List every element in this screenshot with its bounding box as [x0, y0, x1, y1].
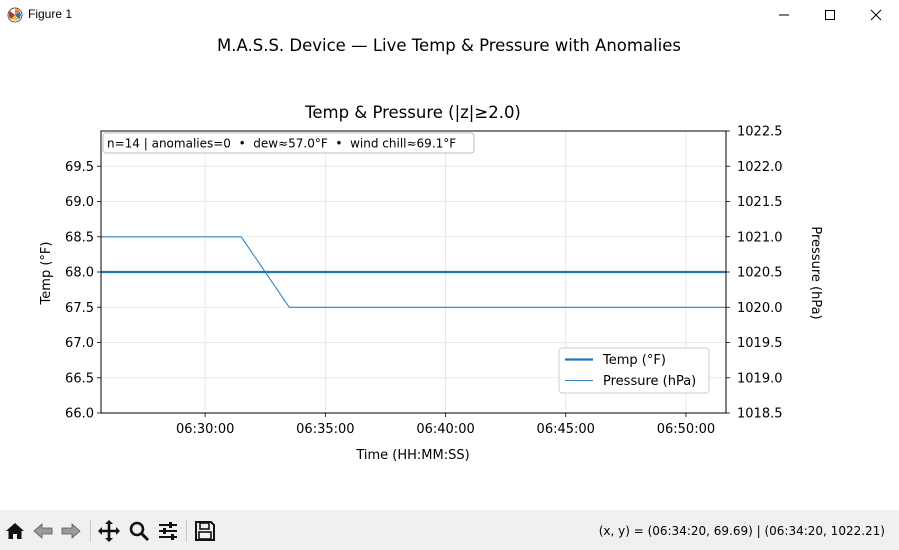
- save-disk-icon: [195, 521, 215, 541]
- legend-label-pressure: Pressure (hPa): [603, 374, 696, 389]
- y-right-tick-label: 1021.5: [737, 195, 783, 210]
- y-right-tick-label: 1022.0: [737, 160, 783, 175]
- zoom-button[interactable]: [126, 518, 152, 544]
- y-right-tick-label: 1022.5: [737, 125, 783, 140]
- y-left-axis-label: Temp (°F): [39, 242, 54, 306]
- y-left-tick-label: 68.0: [65, 266, 94, 281]
- x-ticks: 06:30:00 06:35:00 06:40:00 06:45:00 06:50:00: [176, 413, 715, 437]
- y-left-tick-label: 67.5: [65, 301, 94, 316]
- x-tick-label: 06:45:00: [537, 422, 595, 437]
- figure-suptitle: M.A.S.S. Device — Live Temp & Pressure w…: [217, 36, 681, 55]
- legend: Temp (°F) Pressure (hPa): [558, 347, 710, 394]
- legend-box: [558, 347, 710, 394]
- y-left-tick-label: 67.0: [65, 336, 94, 351]
- back-button[interactable]: [30, 518, 56, 544]
- sliders-icon: [159, 522, 177, 540]
- legend-label-temp: Temp (°F): [602, 353, 666, 368]
- y-left-tick-label: 66.0: [65, 407, 94, 422]
- maximize-icon: [825, 10, 835, 20]
- chart-title: Temp & Pressure (|z|≥2.0): [304, 103, 521, 122]
- navigation-toolbar: (x, y) = (06:34:20, 69.69) | (06:34:20, …: [0, 510, 899, 550]
- back-arrow-icon: [33, 523, 53, 539]
- pan-button[interactable]: [96, 518, 122, 544]
- window-title: Figure 1: [28, 7, 73, 21]
- y-right-tick-label: 1019.0: [737, 371, 783, 386]
- forward-button[interactable]: [58, 518, 84, 544]
- x-tick-label: 06:35:00: [296, 422, 354, 437]
- move-icon: [98, 520, 120, 542]
- x-tick-label: 06:40:00: [416, 422, 474, 437]
- y-right-tick-label: 1021.0: [737, 230, 783, 245]
- maximize-button[interactable]: [807, 0, 853, 30]
- y-right-tick-label: 1019.5: [737, 336, 783, 351]
- window-titlebar: Figure 1: [0, 0, 899, 30]
- save-button[interactable]: [192, 518, 218, 544]
- series-layer: [101, 236, 726, 308]
- y-left-ticks: 66.0 66.5 67.0 67.5 68.0 68.5 69.0 69.5: [65, 160, 101, 422]
- y-right-axis-label: Pressure (hPa): [808, 226, 823, 319]
- toolbar-separator: [90, 520, 91, 542]
- x-tick-label: 06:30:00: [176, 422, 234, 437]
- minimize-icon: [779, 14, 789, 16]
- y-left-tick-label: 69.5: [65, 160, 94, 175]
- x-axis-label: Time (HH:MM:SS): [355, 448, 469, 463]
- series-line-pressure: [101, 236, 726, 308]
- forward-arrow-icon: [61, 523, 81, 539]
- y-right-ticks: 1018.5 1019.0 1019.5 1020.0 1020.5 1021.0 1021…: [726, 125, 783, 422]
- close-icon: [870, 9, 882, 21]
- home-button[interactable]: [2, 518, 28, 544]
- y-right-tick-label: 1018.5: [737, 407, 783, 422]
- cursor-coordinates: (x, y) = (06:34:20, 69.69) | (06:34:20, …: [598, 524, 885, 538]
- home-icon: [6, 523, 24, 539]
- y-left-tick-label: 66.5: [65, 371, 94, 386]
- configure-subplots-button[interactable]: [155, 518, 181, 544]
- annotation-box: [102, 132, 475, 154]
- magnifier-icon: [129, 521, 150, 542]
- chart-svg: M.A.S.S. Device — Live Temp & Pressure w…: [39, 36, 823, 463]
- close-button[interactable]: [853, 0, 899, 30]
- minimize-button[interactable]: [761, 0, 807, 30]
- y-left-tick-label: 69.0: [65, 195, 94, 210]
- y-right-tick-label: 1020.5: [737, 266, 783, 281]
- matplotlib-logo-icon: [7, 7, 23, 23]
- y-right-tick-label: 1020.0: [737, 301, 783, 316]
- figure-canvas[interactable]: M.A.S.S. Device — Live Temp & Pressure w…: [0, 30, 899, 510]
- annotation-text: n=14 | anomalies=0 • dew≈57.0°F • wind c…: [107, 137, 456, 151]
- y-left-tick-label: 68.5: [65, 230, 94, 245]
- toolbar-separator: [186, 520, 187, 542]
- x-tick-label: 06:50:00: [657, 422, 715, 437]
